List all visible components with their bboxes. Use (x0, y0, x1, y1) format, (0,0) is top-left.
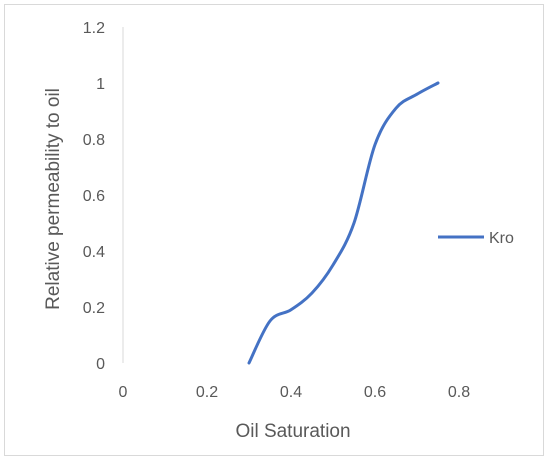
x-tick-label: 0.2 (196, 384, 218, 401)
chart-area: 0 0.2 0.4 0.6 0.8 1 1.2 0 0.2 0.4 0.6 0.8 Oil Satu… (4, 4, 544, 456)
x-axis-title: Oil Saturation (235, 421, 350, 442)
y-tick-label: 0.8 (83, 132, 105, 149)
x-tick-label: 0.8 (448, 384, 470, 401)
y-tick-labels: 0 0.2 0.4 0.6 0.8 1 1.2 (83, 20, 105, 373)
x-tick-label: 0.4 (280, 384, 302, 401)
legend: Kro (438, 230, 514, 247)
y-tick-label: 0.4 (83, 244, 105, 261)
line-chart: 0 0.2 0.4 0.6 0.8 1 1.2 0 0.2 0.4 0.6 0.8 Oil Satu… (43, 20, 514, 442)
y-tick-label: 0.2 (83, 300, 105, 317)
series-line-kro (247, 81, 440, 365)
y-tick-label: 0 (96, 356, 105, 373)
y-tick-label: 0.6 (83, 188, 105, 205)
y-axis-title: Relative permeability to oil (43, 88, 64, 310)
y-tick-label: 1 (96, 76, 105, 93)
x-tick-labels: 0 0.2 0.4 0.6 0.8 (119, 384, 471, 401)
x-tick-label: 0.6 (364, 384, 386, 401)
y-tick-label: 1.2 (83, 20, 105, 37)
legend-label: Kro (489, 230, 514, 247)
series-layer (247, 81, 440, 365)
x-tick-label: 0 (119, 384, 128, 401)
